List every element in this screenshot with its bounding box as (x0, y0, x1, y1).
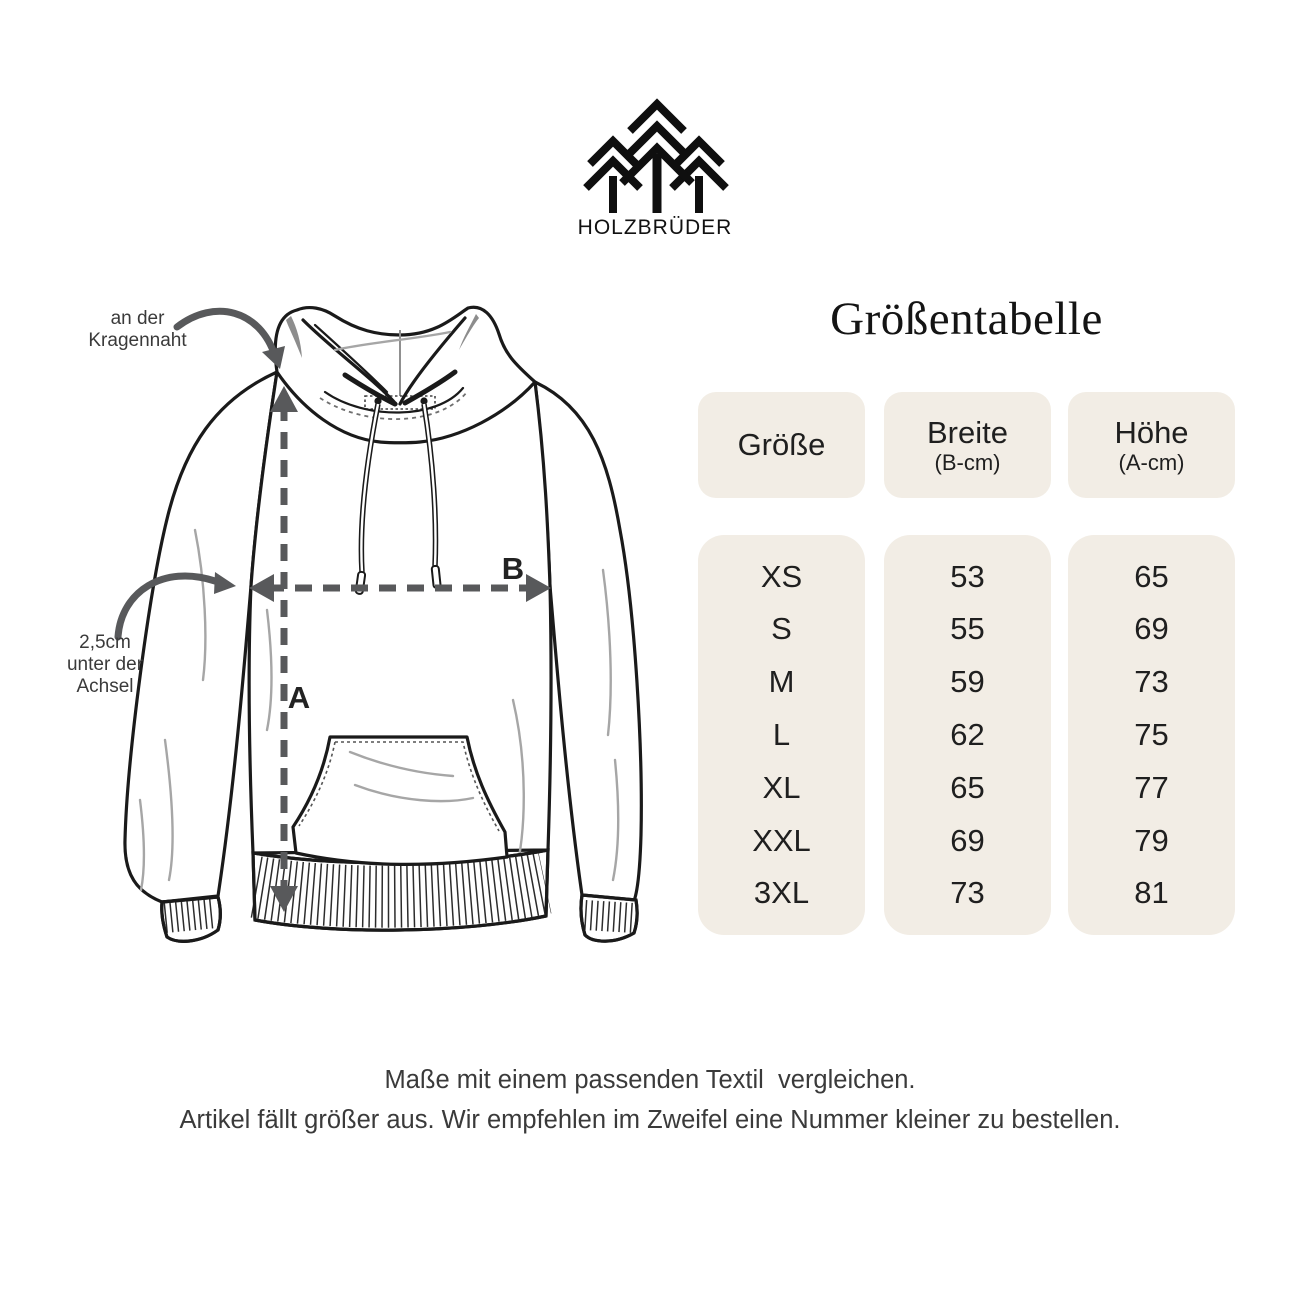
hoehe-cell: 81 (1134, 875, 1169, 911)
breite-cell: 62 (950, 716, 985, 752)
measure-label-A: A (288, 680, 310, 715)
arrowhead-A-bottom (270, 886, 298, 912)
header-groesse: Größe (698, 392, 865, 498)
breite-cell: 53 (950, 558, 985, 594)
size-cell: S (771, 611, 792, 647)
armpit-annotation-arrow (114, 572, 219, 641)
footer-note-1: Maße mit einem passenden Textil vergleic… (384, 1066, 916, 1094)
measure-label-B: B (502, 551, 524, 586)
collar-annotation-arrow (173, 307, 279, 360)
breite-cell: 65 (950, 769, 985, 805)
collar-annotation-label: an der Kragennaht (88, 308, 187, 352)
header-hoehe: Höhe (A-cm) (1068, 392, 1235, 498)
arrowhead-B-right (526, 574, 551, 602)
hoehe-cell: 75 (1134, 716, 1169, 752)
column-sizes: XS S M L XL XXL 3XL (698, 535, 865, 935)
size-cell: L (772, 716, 791, 752)
breite-cell: 59 (950, 664, 985, 700)
breite-cell: 73 (950, 875, 985, 911)
breite-cell: 55 (950, 611, 985, 647)
column-hoehe: 65 69 73 75 77 79 81 (1068, 535, 1235, 935)
hoehe-cell: 77 (1134, 769, 1169, 805)
hoodie-measurement-diagram: A B (114, 305, 643, 943)
right-eyelet (420, 397, 428, 405)
armpit-annotation-label: 2,5cm unter der Achsel (66, 632, 144, 698)
hoehe-cell: 73 (1134, 664, 1169, 700)
breite-cell: 69 (950, 822, 985, 858)
brand-name: HOLZBRÜDER (577, 216, 733, 239)
left-eyelet (374, 397, 382, 405)
size-cell: 3XL (753, 875, 810, 911)
hoehe-cell: 79 (1134, 822, 1169, 858)
pine-trees-icon (583, 98, 729, 213)
arrowhead-B-left (249, 574, 274, 602)
column-breite: 53 55 59 62 65 69 73 (884, 535, 1051, 935)
hoehe-cell: 65 (1134, 558, 1169, 594)
header-breite: Breite (B-cm) (884, 392, 1051, 498)
size-cell: M (768, 664, 795, 700)
size-cell: XS (760, 558, 803, 594)
hoehe-cell: 69 (1134, 611, 1169, 647)
kangaroo-pocket (291, 735, 509, 867)
arrowhead-A-top (270, 386, 298, 412)
hood (273, 305, 537, 445)
size-cell: XL (762, 769, 801, 805)
footer-note-2: Artikel fällt größer aus. Wir empfehlen … (179, 1106, 1121, 1134)
size-cell: XXL (752, 822, 811, 858)
page-title: Größentabelle (830, 293, 1103, 345)
